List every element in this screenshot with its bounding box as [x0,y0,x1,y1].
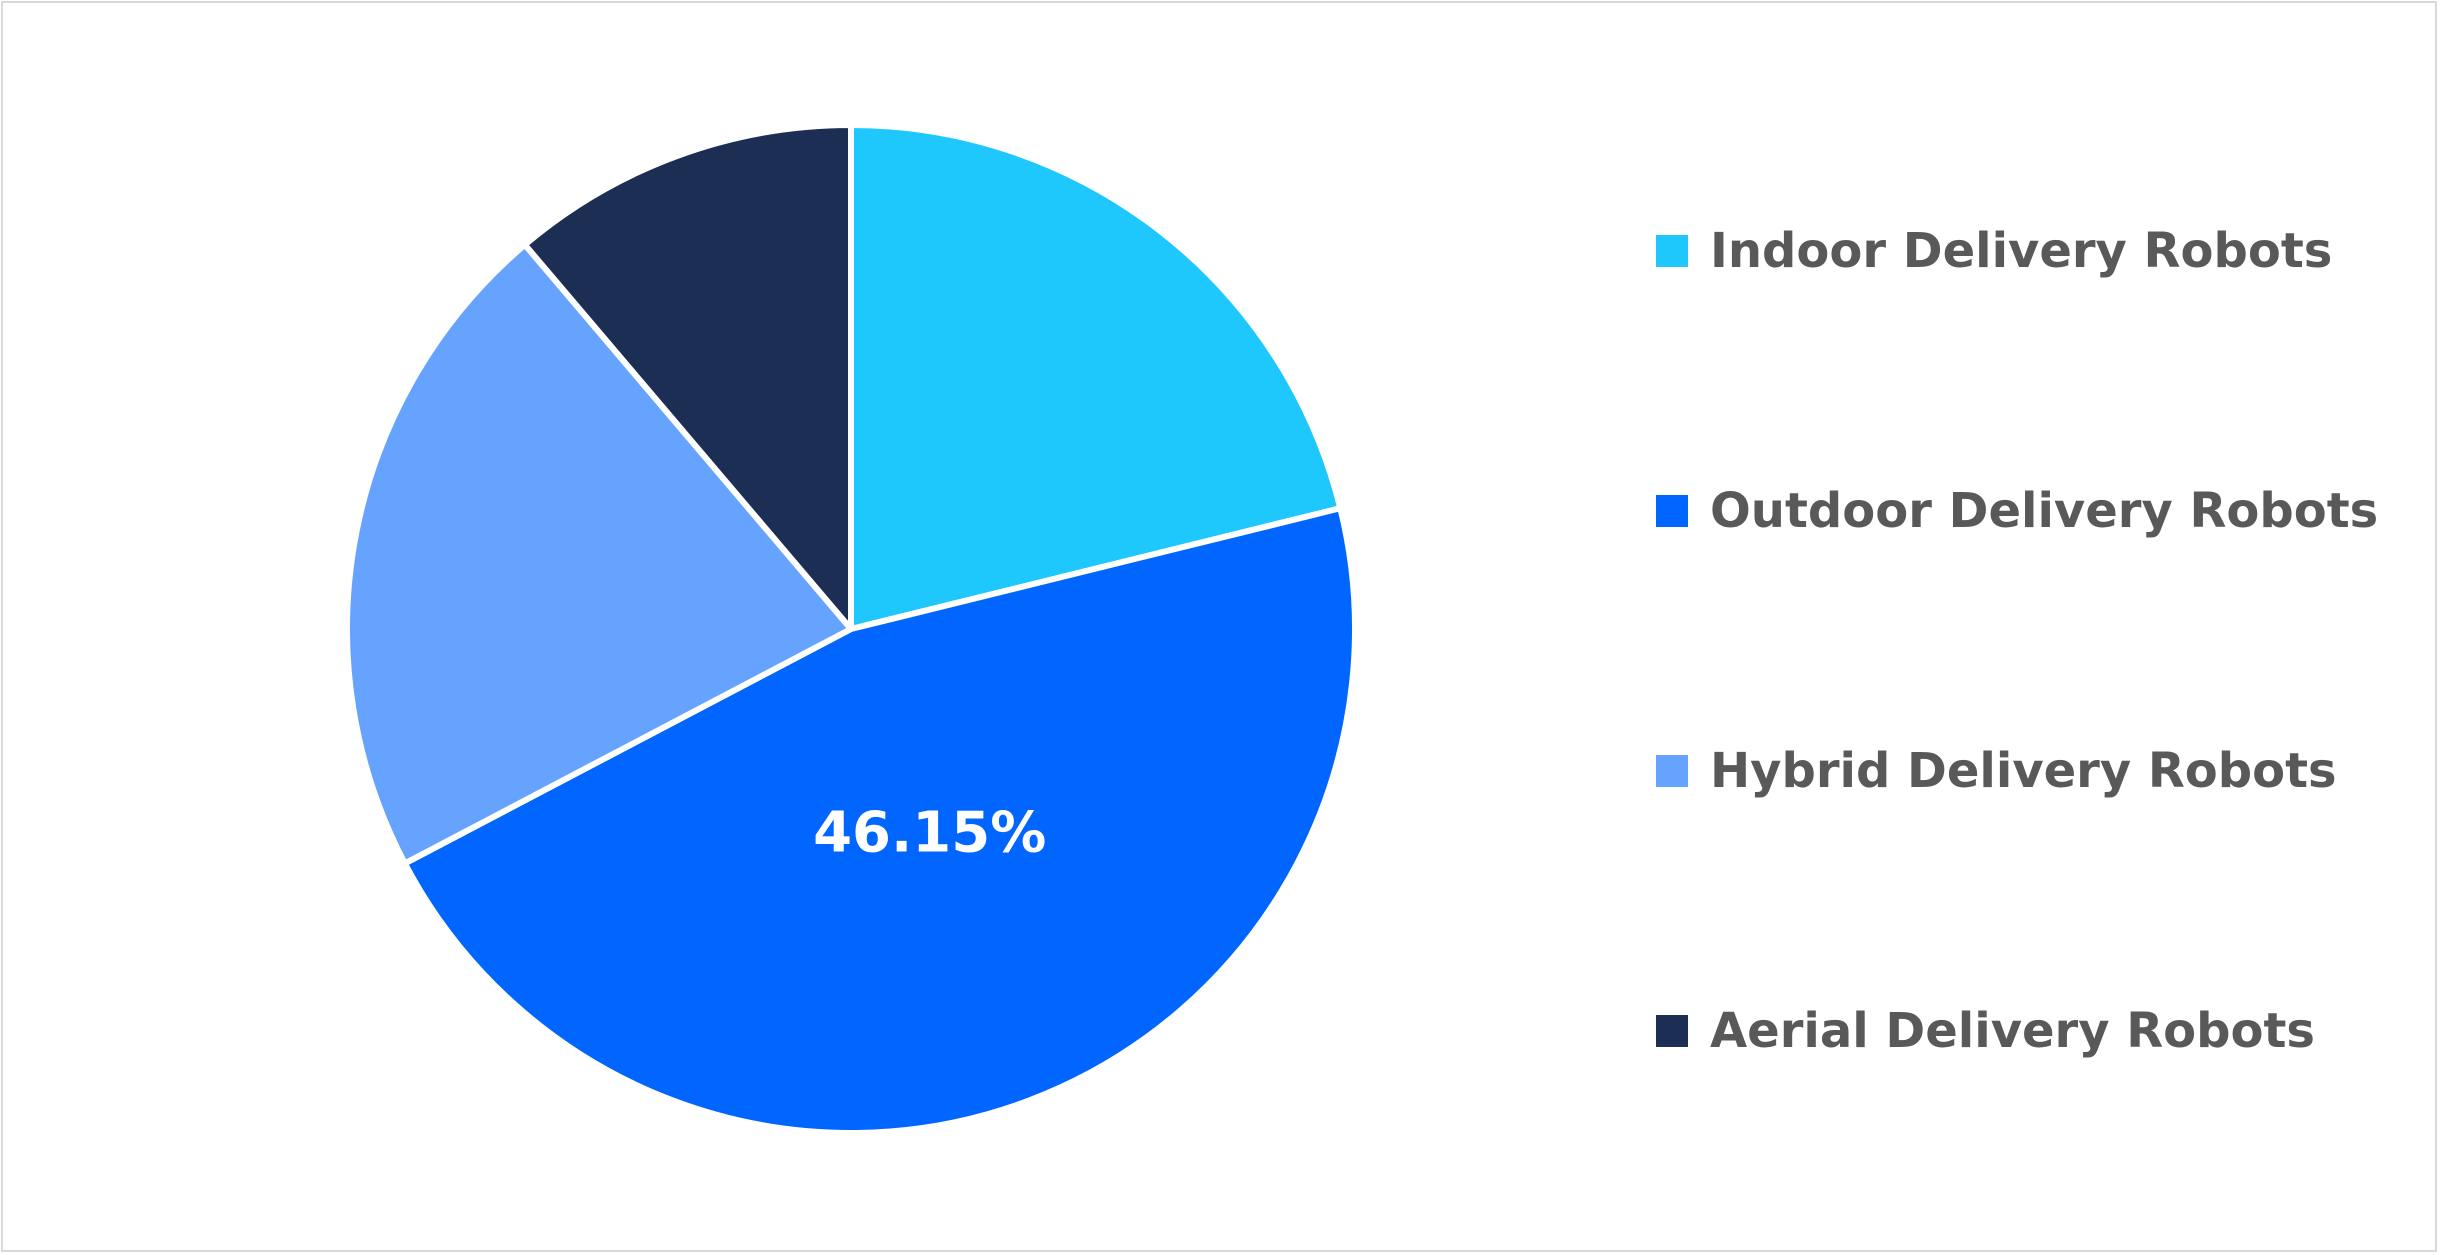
pie-chart: 46.15% [344,122,1358,1136]
legend-item-aerial[interactable]: Aerial Delivery Robots [1656,996,2315,1066]
legend-item-indoor[interactable]: Indoor Delivery Robots [1656,216,2332,286]
legend-item-outdoor[interactable]: Outdoor Delivery Robots [1656,476,2378,546]
legend-label-aerial: Aerial Delivery Robots [1710,1003,2315,1059]
legend-item-hybrid[interactable]: Hybrid Delivery Robots [1656,736,2337,806]
legend-label-hybrid: Hybrid Delivery Robots [1710,743,2337,799]
data-label-outdoor: 46.15% [813,800,1046,865]
pie-slice-hybrid[interactable] [344,241,854,867]
legend-swatch-hybrid [1656,755,1688,787]
pie-slice-indoor[interactable] [848,122,1344,632]
legend-swatch-outdoor [1656,495,1688,527]
legend-swatch-indoor [1656,235,1688,267]
legend-swatch-aerial [1656,1015,1688,1047]
legend-label-outdoor: Outdoor Delivery Robots [1710,483,2379,539]
legend-label-indoor: Indoor Delivery Robots [1710,223,2333,279]
pie-slice-outdoor[interactable] [401,505,1358,1136]
pie-slice-aerial[interactable] [521,122,854,632]
